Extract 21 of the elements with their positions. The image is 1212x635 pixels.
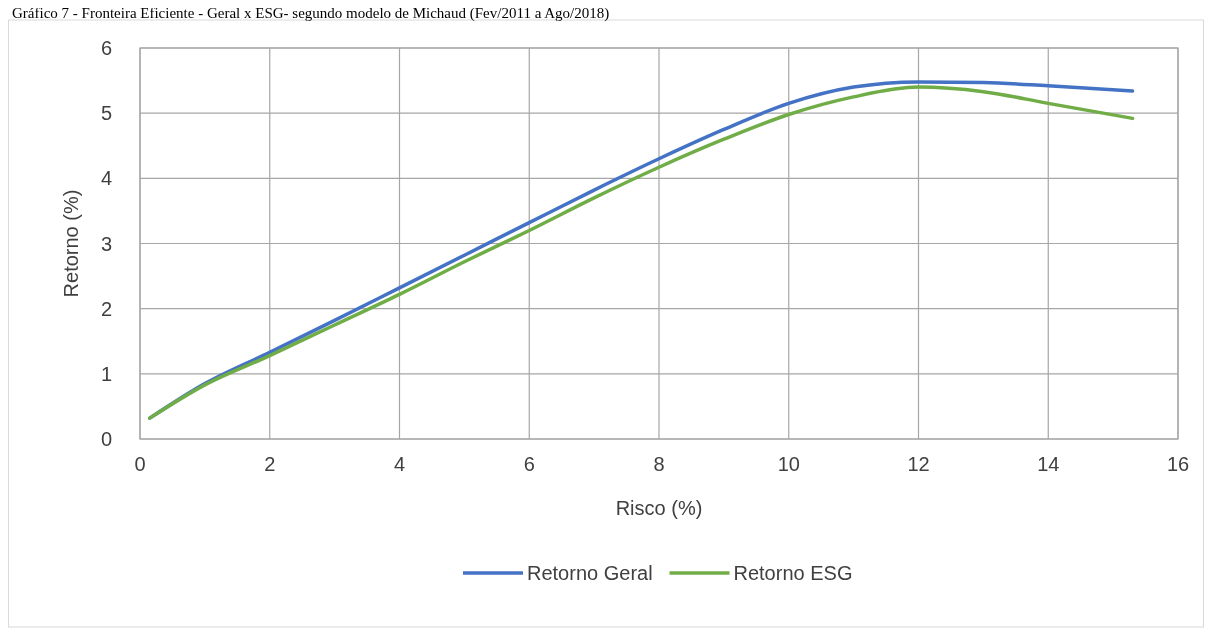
x-tick-label: 10 bbox=[777, 453, 800, 475]
y-tick-label: 5 bbox=[100, 102, 112, 125]
y-axis-title: Retorno (%) bbox=[60, 189, 82, 298]
x-tick-label: 14 bbox=[1037, 453, 1060, 475]
y-tick-label: 2 bbox=[100, 297, 112, 320]
x-tick-label: 4 bbox=[393, 453, 406, 475]
x-tick-label: 12 bbox=[907, 453, 930, 475]
y-tick-label: 1 bbox=[100, 362, 112, 385]
x-tick-label: 2 bbox=[264, 453, 276, 475]
x-tick-label: 16 bbox=[1166, 453, 1190, 475]
y-tick-label: 0 bbox=[100, 428, 112, 450]
legend-label: Retorno ESG bbox=[733, 562, 853, 584]
x-axis-title: Risco (%) bbox=[615, 497, 703, 519]
chart-title: Gráfico 7 - Fronteira Eficiente - Geral x ESG- segundo modelo de Michaud (Fev/2011 a Ago/2018) bbox=[12, 5, 610, 22]
x-tick-label: 8 bbox=[653, 453, 665, 475]
legend-label: Retorno Geral bbox=[527, 562, 653, 584]
x-tick-label: 6 bbox=[523, 453, 535, 475]
y-tick-label: 4 bbox=[100, 167, 112, 190]
y-tick-label: 3 bbox=[100, 232, 112, 255]
x-tick-label: 0 bbox=[134, 453, 146, 475]
y-tick-label: 6 bbox=[100, 37, 112, 59]
